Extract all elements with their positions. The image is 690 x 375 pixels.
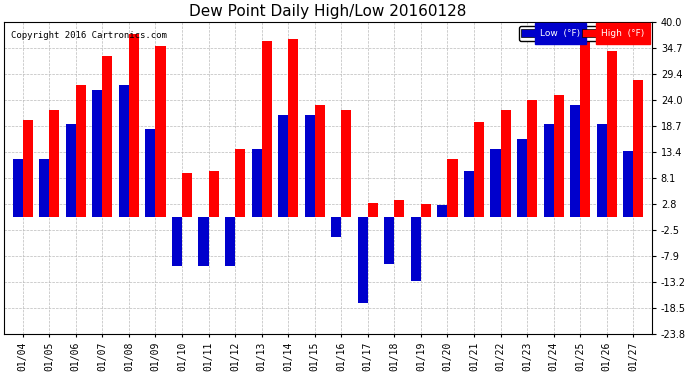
- Bar: [262, 41, 272, 218]
- Bar: [39, 159, 49, 218]
- Bar: [342, 110, 351, 218]
- Bar: [384, 217, 395, 264]
- Bar: [208, 171, 219, 217]
- Bar: [182, 173, 192, 217]
- Bar: [49, 110, 59, 218]
- Bar: [527, 100, 537, 218]
- Bar: [544, 124, 553, 217]
- Bar: [597, 124, 607, 217]
- Bar: [570, 105, 580, 218]
- Bar: [278, 115, 288, 218]
- Bar: [304, 115, 315, 218]
- Bar: [553, 95, 564, 218]
- Bar: [235, 149, 245, 217]
- Bar: [500, 110, 511, 218]
- Bar: [633, 80, 643, 218]
- Bar: [76, 86, 86, 218]
- Bar: [315, 105, 325, 218]
- Bar: [66, 124, 76, 217]
- Bar: [199, 217, 208, 266]
- Bar: [102, 56, 112, 217]
- Bar: [288, 39, 298, 218]
- Bar: [172, 217, 182, 266]
- Bar: [331, 217, 342, 237]
- Bar: [464, 171, 474, 217]
- Bar: [623, 152, 633, 217]
- Bar: [517, 139, 527, 218]
- Bar: [447, 159, 457, 218]
- Bar: [92, 90, 102, 218]
- Bar: [368, 203, 378, 217]
- Bar: [411, 217, 421, 281]
- Title: Dew Point Daily High/Low 20160128: Dew Point Daily High/Low 20160128: [189, 4, 466, 19]
- Bar: [395, 200, 404, 217]
- Bar: [129, 34, 139, 218]
- Bar: [580, 41, 590, 218]
- Bar: [155, 46, 166, 217]
- Bar: [437, 205, 447, 218]
- Bar: [23, 120, 33, 218]
- Bar: [357, 217, 368, 303]
- Bar: [474, 122, 484, 218]
- Bar: [421, 204, 431, 218]
- Bar: [119, 86, 129, 218]
- Bar: [491, 149, 500, 217]
- Bar: [225, 217, 235, 266]
- Bar: [146, 129, 155, 218]
- Bar: [12, 159, 23, 218]
- Legend: Low  (°F), High  (°F): Low (°F), High (°F): [519, 26, 647, 40]
- Bar: [252, 149, 262, 217]
- Text: Copyright 2016 Cartronics.com: Copyright 2016 Cartronics.com: [10, 31, 166, 40]
- Bar: [607, 51, 617, 217]
